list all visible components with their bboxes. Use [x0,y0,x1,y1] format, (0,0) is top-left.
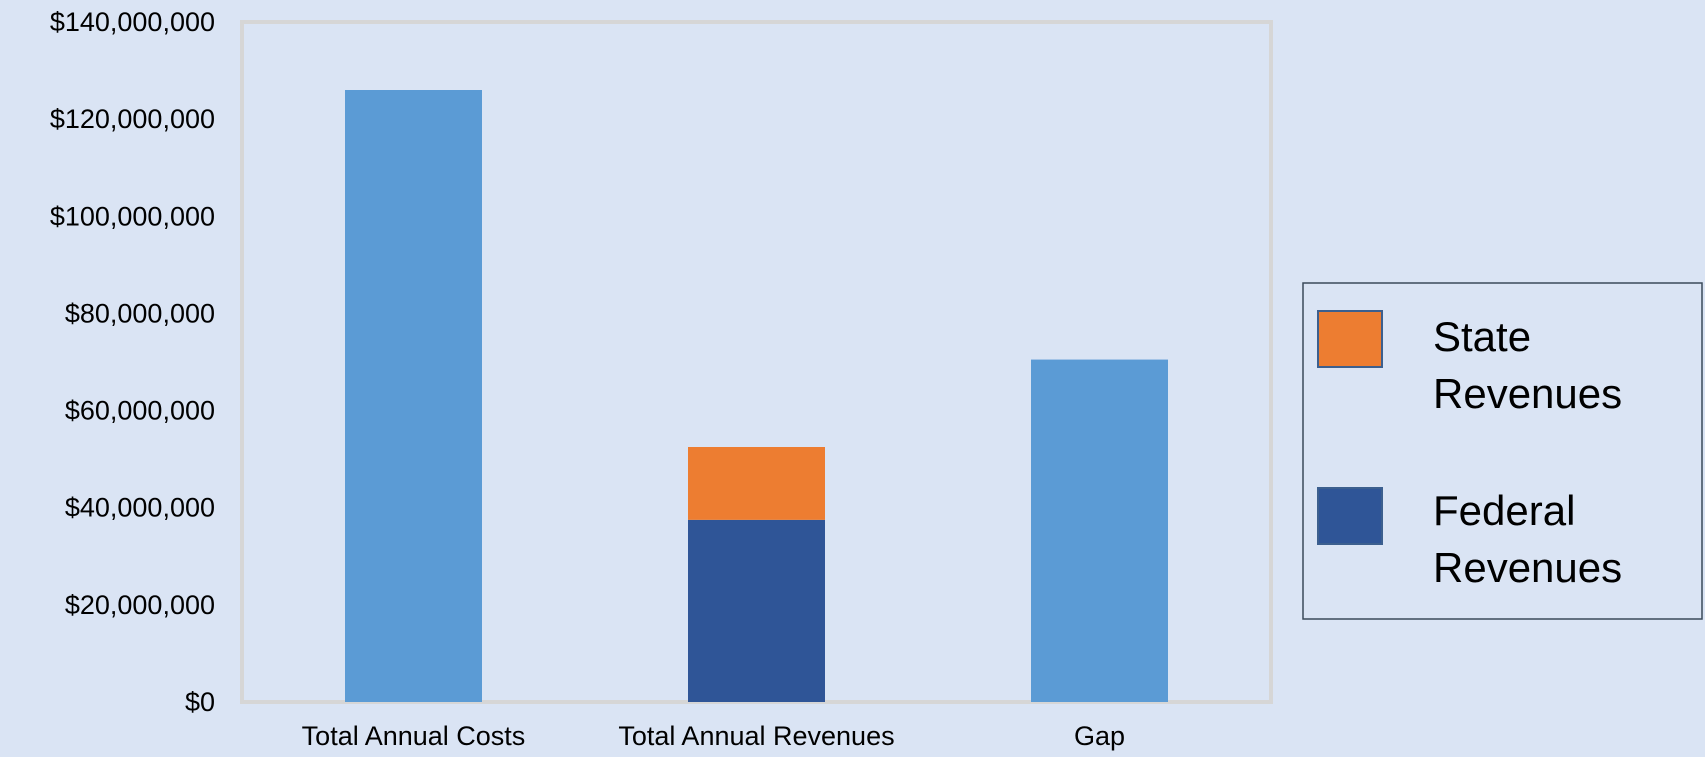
y-tick-label: $20,000,000 [65,590,215,620]
y-axis-ticks: $0 $20,000,000 $40,000,000 $60,000,000 $80,0… [50,7,215,717]
legend-box [1302,282,1703,620]
legend-label-state: State [1433,313,1531,360]
y-tick-label: $120,000,000 [50,104,215,134]
y-tick-label: $0 [185,687,215,717]
legend-swatch-federal [1317,487,1383,545]
y-tick-label: $140,000,000 [50,7,215,37]
legend-swatch-state [1317,310,1383,368]
legend-label-federal-2: Revenues [1433,544,1622,591]
y-tick-label: $60,000,000 [65,396,215,426]
x-tick-label: Total Annual Costs [302,721,526,751]
y-tick-label: $80,000,000 [65,298,215,328]
x-axis-labels: Total Annual Costs Total Annual Revenues G… [302,721,1125,751]
x-tick-label: Total Annual Revenues [618,721,894,751]
legend-label-state-2: Revenues [1433,370,1622,417]
bar-2-series-2 [1031,359,1168,702]
x-tick-label: Gap [1074,721,1125,751]
bar-0-series-2 [345,90,482,702]
legend-label-federal: Federal [1433,487,1575,534]
bars [345,90,1168,702]
bar-1-series-0 [688,519,825,702]
bar-1-series-1 [688,447,825,520]
y-tick-label: $40,000,000 [65,493,215,523]
legend: State Revenues Federal Revenues [1302,282,1703,620]
y-tick-label: $100,000,000 [50,201,215,231]
